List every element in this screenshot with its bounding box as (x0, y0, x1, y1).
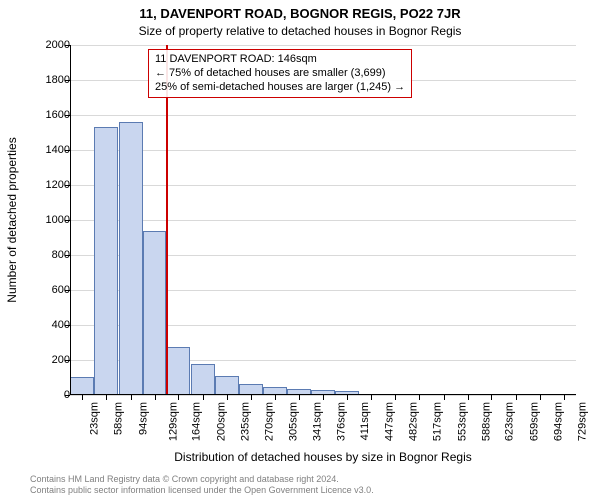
y-tick-label: 200 (30, 354, 70, 366)
x-axis-ticks: 23sqm58sqm94sqm129sqm164sqm200sqm235sqm2… (70, 395, 576, 455)
x-tick-mark (347, 395, 348, 400)
x-tick-mark (227, 395, 228, 400)
histogram-bar (70, 377, 94, 395)
histogram-bar (143, 231, 167, 396)
histogram-bar (119, 122, 143, 395)
y-tick-label: 1600 (30, 109, 70, 121)
y-tick-label: 0 (30, 389, 70, 401)
annotation-line: ← 75% of detached houses are smaller (3,… (155, 67, 405, 81)
x-tick-mark (275, 395, 276, 400)
y-axis-line (70, 45, 71, 395)
y-tick-label: 800 (30, 249, 70, 261)
footer-line-1: Contains HM Land Registry data © Crown c… (30, 474, 374, 485)
x-tick-mark (395, 395, 396, 400)
histogram-bar (191, 364, 215, 396)
annotation-line: 11 DAVENPORT ROAD: 146sqm (155, 53, 405, 67)
x-tick-mark (444, 395, 445, 400)
x-tick-mark (203, 395, 204, 400)
footer-line-2: Contains public sector information licen… (30, 485, 374, 496)
chart-subtitle: Size of property relative to detached ho… (0, 24, 600, 38)
y-axis-label: Number of detached properties (4, 45, 20, 395)
x-tick-mark (131, 395, 132, 400)
plot-area: 11 DAVENPORT ROAD: 146sqm← 75% of detach… (70, 45, 576, 395)
x-tick-mark (540, 395, 541, 400)
gridline (70, 115, 576, 116)
y-tick-label: 1400 (30, 144, 70, 156)
x-tick-mark (251, 395, 252, 400)
figure: 11, DAVENPORT ROAD, BOGNOR REGIS, PO22 7… (0, 0, 600, 500)
y-tick-label: 1000 (30, 214, 70, 226)
annotation-line: 25% of semi-detached houses are larger (… (155, 81, 405, 95)
y-tick-label: 400 (30, 319, 70, 331)
x-axis-label: Distribution of detached houses by size … (70, 450, 576, 464)
x-tick-mark (323, 395, 324, 400)
y-tick-label: 600 (30, 284, 70, 296)
y-axis-ticks: 0200400600800100012001400160018002000 (22, 45, 70, 395)
histogram-bar (215, 376, 239, 395)
x-tick-mark (299, 395, 300, 400)
x-tick-mark (155, 395, 156, 400)
x-tick-mark (82, 395, 83, 400)
gridline (70, 220, 576, 221)
gridline (70, 45, 576, 46)
histogram-bar (166, 347, 190, 395)
gridline (70, 150, 576, 151)
y-tick-label: 1800 (30, 74, 70, 86)
histogram-bar (94, 127, 118, 395)
x-tick-mark (178, 395, 179, 400)
y-tick-label: 1200 (30, 179, 70, 191)
y-axis-label-text: Number of detached properties (5, 137, 19, 302)
y-tick-label: 2000 (30, 39, 70, 51)
x-tick-mark (491, 395, 492, 400)
annotation-box: 11 DAVENPORT ROAD: 146sqm← 75% of detach… (148, 49, 412, 98)
x-tick-label: 729sqm (576, 402, 600, 441)
x-tick-mark (516, 395, 517, 400)
x-tick-mark (564, 395, 565, 400)
chart-title: 11, DAVENPORT ROAD, BOGNOR REGIS, PO22 7… (0, 6, 600, 21)
x-tick-mark (371, 395, 372, 400)
gridline (70, 185, 576, 186)
x-tick-mark (419, 395, 420, 400)
x-tick-mark (468, 395, 469, 400)
footer-attribution: Contains HM Land Registry data © Crown c… (30, 474, 374, 496)
x-tick-mark (106, 395, 107, 400)
